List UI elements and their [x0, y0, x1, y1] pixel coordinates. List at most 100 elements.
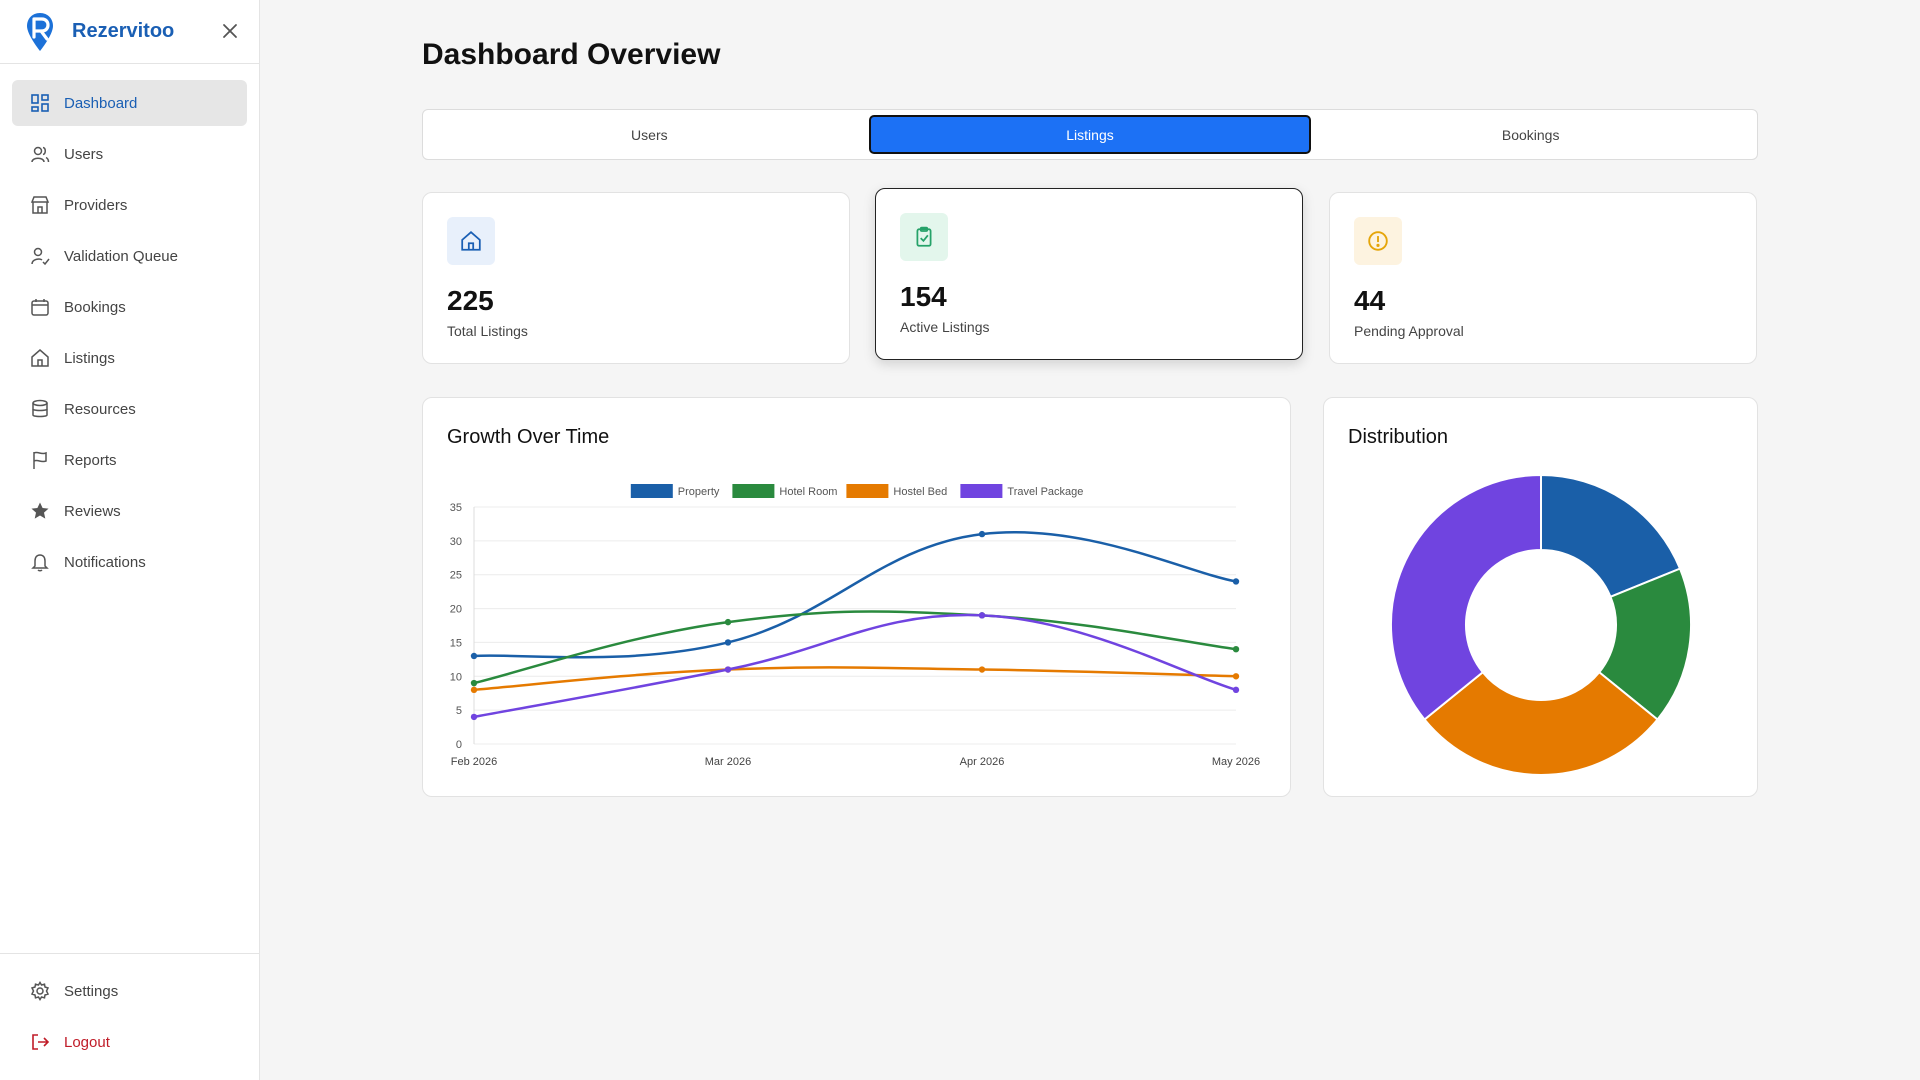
stat-card-total-listings[interactable]: 225 Total Listings: [422, 192, 850, 364]
sidebar-item-providers[interactable]: Providers: [12, 182, 247, 228]
database-icon: [32, 399, 48, 418]
y-tick-label: 35: [450, 502, 462, 514]
stat-card-pending-approval[interactable]: 44 Pending Approval: [1329, 192, 1757, 364]
series-line: [473, 666, 1237, 692]
data-point: [978, 666, 986, 673]
sidebar-item-logout[interactable]: Logout: [12, 1019, 247, 1065]
sidebar-item-label: Listings: [64, 349, 115, 367]
data-point: [470, 652, 478, 660]
sidebar-bottom: Settings Logout: [0, 953, 259, 1080]
data-point: [724, 639, 732, 646]
sidebar-item-validation-queue[interactable]: Validation Queue: [12, 233, 247, 279]
users-icon: [31, 146, 50, 163]
y-tick-label: 25: [450, 570, 462, 582]
y-tick-label: 10: [450, 671, 462, 683]
sidebar-item-settings[interactable]: Settings: [12, 968, 247, 1014]
user-check-icon: [31, 247, 50, 266]
logout-icon: [32, 1034, 50, 1050]
tab-bar: Users Listings Bookings: [422, 109, 1758, 160]
sidebar-item-label: Logout: [64, 1033, 110, 1051]
donut-slice: [1540, 473, 1682, 599]
sidebar-item-label: Validation Queue: [64, 247, 178, 265]
home-icon: [31, 349, 49, 367]
legend-swatch: [846, 484, 889, 498]
close-icon[interactable]: [219, 20, 241, 42]
data-point: [978, 530, 986, 538]
legend-label: Hostel Bed: [893, 486, 947, 498]
sidebar-item-label: Dashboard: [64, 94, 138, 112]
distribution-donut-chart: [1390, 473, 1692, 776]
series-line: [473, 610, 1237, 685]
sidebar-item-reviews[interactable]: Reviews: [12, 488, 247, 534]
stat-value: 44: [1354, 285, 1386, 316]
sidebar-nav: Dashboard Users Providers Validation Que…: [0, 64, 259, 606]
sidebar-item-label: Settings: [64, 982, 119, 1000]
data-point: [470, 686, 478, 694]
series-line: [473, 530, 1237, 659]
brand-logo-icon: [27, 12, 53, 51]
y-tick-label: 15: [450, 637, 462, 649]
sidebar-item-label: Reports: [64, 451, 117, 469]
dashboard-icon: [31, 94, 49, 112]
sidebar: Rezervitoo Dashboard Users Providers Val…: [0, 0, 260, 1080]
growth-line-chart: 0 5 10 15 20 25 30 35 Feb 2026 Mar 2026 Apr 2026 Ma…: [450, 484, 1260, 768]
page-title: Dashboard Overview: [422, 38, 721, 71]
data-point: [978, 612, 986, 619]
distribution-card: Distribution: [1323, 397, 1758, 797]
star-icon: [31, 502, 49, 519]
donut-slice: [1423, 670, 1659, 776]
stat-card-active-listings[interactable]: 154 Active Listings: [875, 188, 1303, 360]
legend-label: Property: [678, 486, 720, 498]
donut-slice: [1390, 473, 1542, 721]
calendar-icon: [31, 299, 49, 316]
distribution-title: Distribution: [1348, 426, 1449, 448]
bell-icon: [31, 554, 49, 572]
data-point: [724, 618, 732, 626]
growth-chart-card: Growth Over Time 0 5 10 15 20 25 30 35 Feb 2026 M…: [422, 397, 1291, 797]
legend-label: Travel Package: [1007, 486, 1083, 498]
data-point: [1232, 686, 1240, 694]
y-tick-label: 20: [450, 604, 462, 616]
sidebar-item-resources[interactable]: Resources: [12, 386, 247, 432]
stat-label: Pending Approval: [1354, 323, 1464, 339]
sidebar-item-users[interactable]: Users: [12, 131, 247, 177]
x-tick-label: Apr 2026: [960, 756, 1005, 768]
brand-name: Rezervitoo: [72, 20, 175, 42]
x-tick-label: May 2026: [1212, 756, 1260, 768]
stat-value: 225: [447, 285, 494, 316]
data-point: [1232, 578, 1240, 585]
sidebar-item-label: Bookings: [64, 298, 126, 316]
tab-users[interactable]: Users: [631, 126, 668, 143]
sidebar-item-dashboard[interactable]: Dashboard: [12, 80, 247, 126]
sidebar-item-label: Users: [64, 145, 104, 163]
legend-swatch: [630, 484, 673, 498]
x-tick-label: Feb 2026: [451, 756, 497, 768]
data-point: [1232, 673, 1240, 680]
stat-icon-box: [900, 213, 948, 261]
gear-icon: [30, 981, 50, 1001]
sidebar-item-bookings[interactable]: Bookings: [12, 284, 247, 330]
store-icon: [30, 196, 50, 214]
sidebar-item-label: Providers: [64, 196, 128, 214]
data-point: [724, 666, 732, 673]
sidebar-item-label: Resources: [64, 400, 136, 418]
stat-icon-box: [1354, 217, 1402, 265]
alert-circle-icon: [1368, 231, 1388, 251]
data-point: [470, 679, 478, 687]
stat-label: Active Listings: [900, 319, 990, 335]
clipboard-check-icon: [916, 226, 932, 247]
home-icon: [461, 231, 481, 251]
data-point: [470, 713, 478, 721]
series-line: [473, 613, 1237, 719]
legend-swatch: [960, 484, 1003, 498]
tab-listings[interactable]: Listings: [868, 115, 1312, 154]
sidebar-item-reports[interactable]: Reports: [12, 437, 247, 483]
tab-bookings[interactable]: Bookings: [1501, 126, 1560, 143]
flag-icon: [33, 451, 47, 469]
y-tick-label: 5: [456, 705, 462, 717]
legend-swatch: [732, 484, 775, 498]
sidebar-item-listings[interactable]: Listings: [12, 335, 247, 381]
data-point: [1232, 646, 1240, 653]
sidebar-item-label: Reviews: [64, 502, 121, 520]
sidebar-item-notifications[interactable]: Notifications: [12, 539, 247, 585]
